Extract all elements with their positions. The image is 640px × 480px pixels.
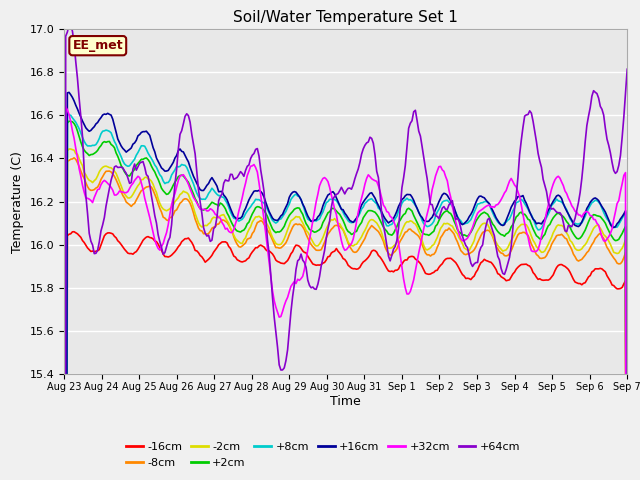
-8cm [529,244,537,250]
+64cm [68,28,76,34]
Line: +2cm: +2cm [64,121,627,480]
+8cm [230,216,237,221]
-16cm [67,231,75,237]
-2cm [529,238,537,243]
+2cm [68,119,76,125]
-16cm [529,270,537,276]
Line: +16cm: +16cm [64,92,627,480]
+64cm [623,66,631,72]
+16cm [522,201,530,206]
+32cm [522,229,530,235]
Line: -8cm: -8cm [64,158,627,480]
Line: +8cm: +8cm [64,113,627,480]
+8cm [186,173,194,179]
-2cm [186,196,194,202]
-8cm [230,234,237,240]
+2cm [65,118,73,124]
Title: Soil/Water Temperature Set 1: Soil/Water Temperature Set 1 [233,10,458,25]
-16cm [230,253,237,259]
+64cm [378,212,385,217]
+32cm [230,227,237,232]
+2cm [230,224,237,229]
-8cm [186,200,194,206]
-8cm [522,231,530,237]
+32cm [62,104,70,109]
Line: -2cm: -2cm [64,149,627,480]
+64cm [522,112,530,118]
+16cm [230,213,237,219]
-8cm [378,235,385,240]
+2cm [529,226,537,232]
-2cm [230,232,237,238]
+64cm [529,119,537,124]
+16cm [186,164,194,170]
Y-axis label: Temperature (C): Temperature (C) [11,151,24,252]
+32cm [68,128,76,133]
-8cm [67,156,75,162]
+8cm [529,216,537,221]
X-axis label: Time: Time [330,395,361,408]
+32cm [186,186,194,192]
+8cm [378,212,385,217]
-2cm [378,230,385,236]
Text: EE_met: EE_met [72,39,123,52]
+64cm [186,119,194,125]
-16cm [186,237,194,243]
+8cm [68,115,76,121]
+16cm [529,216,537,222]
+2cm [522,214,530,219]
-2cm [68,147,76,153]
-16cm [378,257,385,263]
+16cm [378,209,385,215]
Line: +64cm: +64cm [64,25,627,480]
+32cm [529,249,537,254]
+16cm [65,89,73,95]
Line: -16cm: -16cm [64,232,627,480]
Line: +32cm: +32cm [64,107,627,480]
Legend: -16cm, -8cm, -2cm, +2cm, +8cm, +16cm, +32cm, +64cm: -16cm, -8cm, -2cm, +2cm, +8cm, +16cm, +3… [126,442,520,468]
+2cm [186,183,194,189]
-16cm [70,229,78,235]
+64cm [65,22,73,28]
-16cm [522,261,530,267]
+32cm [378,195,385,201]
-2cm [65,146,73,152]
+8cm [522,204,530,209]
+64cm [230,177,237,182]
-2cm [522,222,530,228]
+16cm [68,95,76,100]
+8cm [63,110,71,116]
+2cm [378,221,385,227]
-8cm [70,155,78,161]
